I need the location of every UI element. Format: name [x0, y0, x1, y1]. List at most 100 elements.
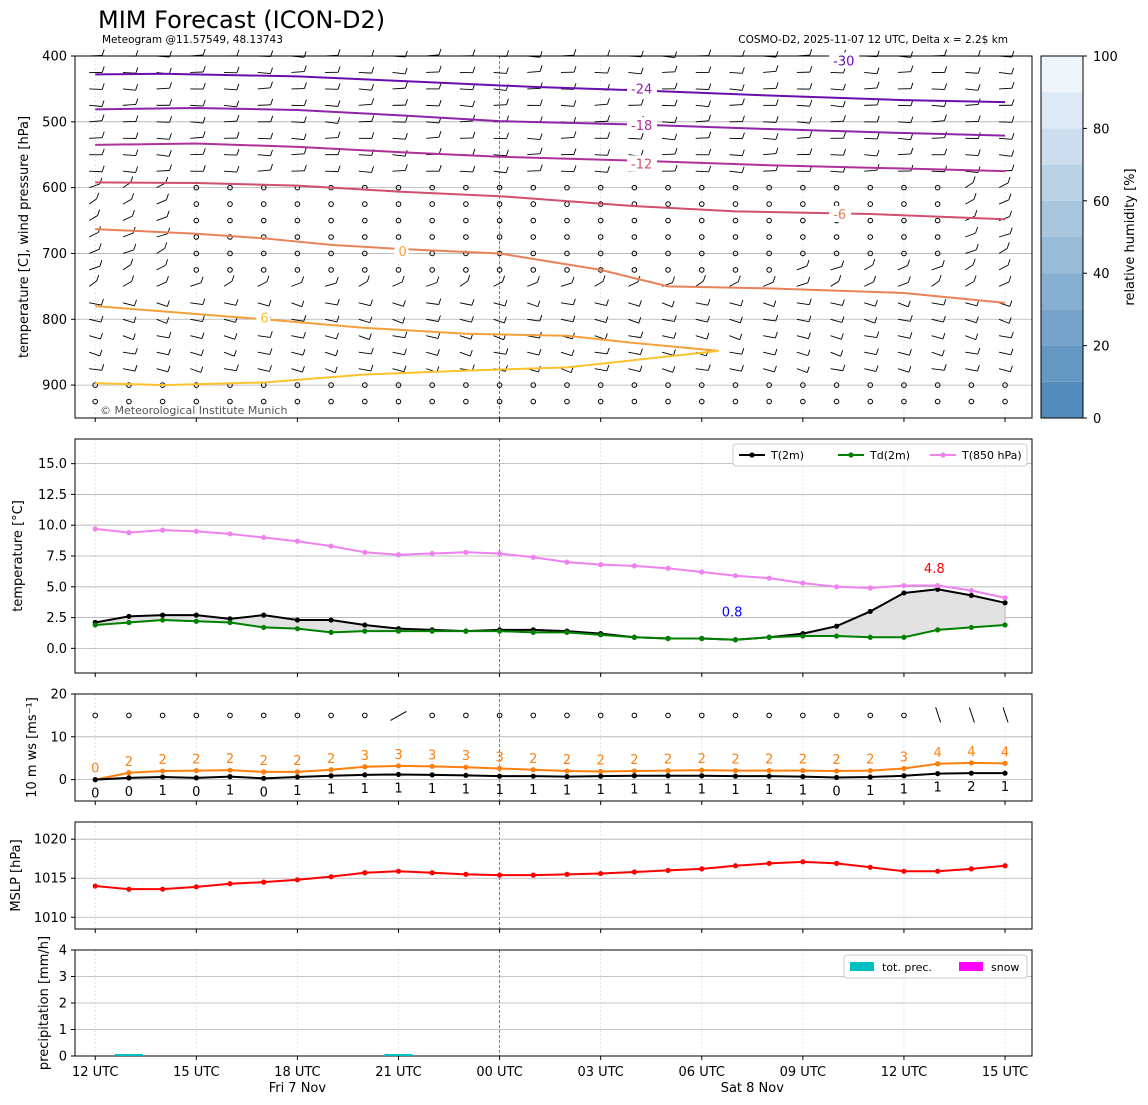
wind-barb: [864, 302, 876, 307]
wind-barb: [594, 318, 607, 323]
wind-barb: [156, 199, 167, 205]
calm-wind-marker: [227, 217, 233, 224]
series-point: [564, 774, 570, 780]
wind-barb: [392, 72, 406, 75]
wind-barb: [459, 120, 473, 123]
mean-wind-value-label: 1: [900, 783, 908, 798]
wind-barb-flag: [944, 66, 948, 73]
wind-barb: [324, 335, 337, 340]
calm-wind-marker: [631, 398, 638, 405]
wind-barb-flag: [573, 49, 577, 56]
wind-barb-flag: [943, 298, 947, 306]
y-axis-label: MSLP [hPa]: [9, 839, 24, 911]
wind-barb-flag: [607, 66, 611, 74]
wind-barb: [830, 120, 844, 123]
wind-barb: [122, 264, 131, 271]
calm-wind-marker: [934, 382, 941, 388]
wind-barb-flag: [1009, 300, 1013, 307]
mean-wind-value-label: 1: [361, 782, 369, 797]
series-point: [496, 550, 503, 557]
series-point: [294, 877, 301, 883]
wind-barb-flag: [96, 192, 100, 199]
wind-barb: [796, 265, 808, 271]
mean-wind-value-label: 1: [293, 784, 301, 799]
series-point: [328, 874, 334, 880]
colorbar-segment: [1041, 381, 1083, 418]
mean-wind-value-label: 2: [967, 780, 975, 795]
wind-barb: [560, 351, 573, 357]
wind-barb: [998, 154, 1012, 157]
wind-barb: [156, 351, 169, 356]
wind-barb: [493, 170, 507, 174]
wind-barb-flag: [505, 67, 509, 74]
calm-wind-marker: [698, 382, 705, 388]
wind-barb: [628, 351, 641, 356]
wind-barb: [291, 55, 305, 58]
legend-box: [732, 443, 1028, 467]
contour-label-bg: [829, 205, 852, 222]
wind-barb-flag: [741, 149, 745, 156]
wind-barb-flag: [607, 98, 610, 105]
wind-barb: [392, 55, 406, 58]
calm-wind-marker: [496, 217, 503, 224]
wind-barb: [763, 318, 776, 322]
wind-barb: [122, 335, 134, 341]
wind-barb: [358, 170, 372, 173]
wind-barb-flag: [130, 258, 134, 265]
calm-wind-marker: [564, 217, 570, 224]
wind-barb: [729, 88, 743, 91]
wind-barb-flag: [202, 65, 206, 73]
time-tick-label: 15 UTC: [982, 1065, 1028, 1080]
colorbar-segment: [1041, 92, 1083, 129]
calm-wind-marker: [631, 382, 638, 388]
wind-barb-flag: [135, 50, 139, 57]
wind-barb: [257, 281, 268, 287]
series-point: [126, 619, 132, 626]
gust-value-label: 2: [327, 752, 335, 767]
wind-barb: [965, 154, 979, 156]
colorbar-label: relative humidity [%]: [1123, 168, 1138, 305]
wind-barb: [830, 318, 843, 323]
wind-barb: [257, 137, 271, 140]
wind-barb-flag: [606, 347, 610, 355]
series-point: [530, 767, 536, 773]
calm-wind-marker: [564, 184, 570, 191]
calm-wind-marker: [766, 201, 772, 207]
wind-barb: [763, 368, 775, 373]
wind-barb-flag: [301, 276, 305, 283]
wind-barb-flag: [975, 333, 979, 340]
calm-wind-marker: [665, 250, 671, 257]
wind-barb: [763, 121, 777, 123]
wind-barb-flag: [202, 131, 206, 138]
wind-barb-flag: [639, 365, 643, 372]
calm-wind-marker: [766, 250, 772, 257]
wind-barb-flag: [369, 316, 373, 323]
calm-wind-marker: [698, 201, 705, 207]
y-tick-label: 5.0: [46, 580, 67, 595]
y-tick-label: 400: [42, 50, 67, 65]
calm-wind-marker: [530, 250, 537, 257]
gust-value-label: 0: [91, 762, 99, 777]
wind-barb-flag: [101, 66, 105, 73]
wind-barb-flag: [472, 148, 476, 156]
wind-barb-flag: [1008, 275, 1012, 283]
y-tick-label: 1015: [34, 872, 67, 887]
calm-wind-marker: [1002, 382, 1008, 388]
series-point: [193, 775, 199, 781]
calm-wind-marker: [867, 201, 874, 207]
series-point: [294, 617, 301, 623]
wind-barb: [156, 248, 166, 254]
series-point: [564, 871, 570, 877]
colorbar-tick-label: 20: [1093, 340, 1110, 355]
calm-wind-marker: [429, 267, 435, 273]
wind-barb-flag: [168, 331, 172, 338]
wind-barb-flag: [571, 276, 575, 284]
series-point: [193, 768, 199, 774]
wind-barb-flag: [538, 348, 542, 356]
calm-wind-marker: [597, 398, 604, 405]
calm-wind-marker: [631, 267, 638, 273]
wind-barb-flag: [872, 258, 876, 266]
wind-barb-flag: [236, 49, 240, 56]
series-point: [968, 770, 974, 776]
wind-barb-flag: [270, 132, 274, 139]
